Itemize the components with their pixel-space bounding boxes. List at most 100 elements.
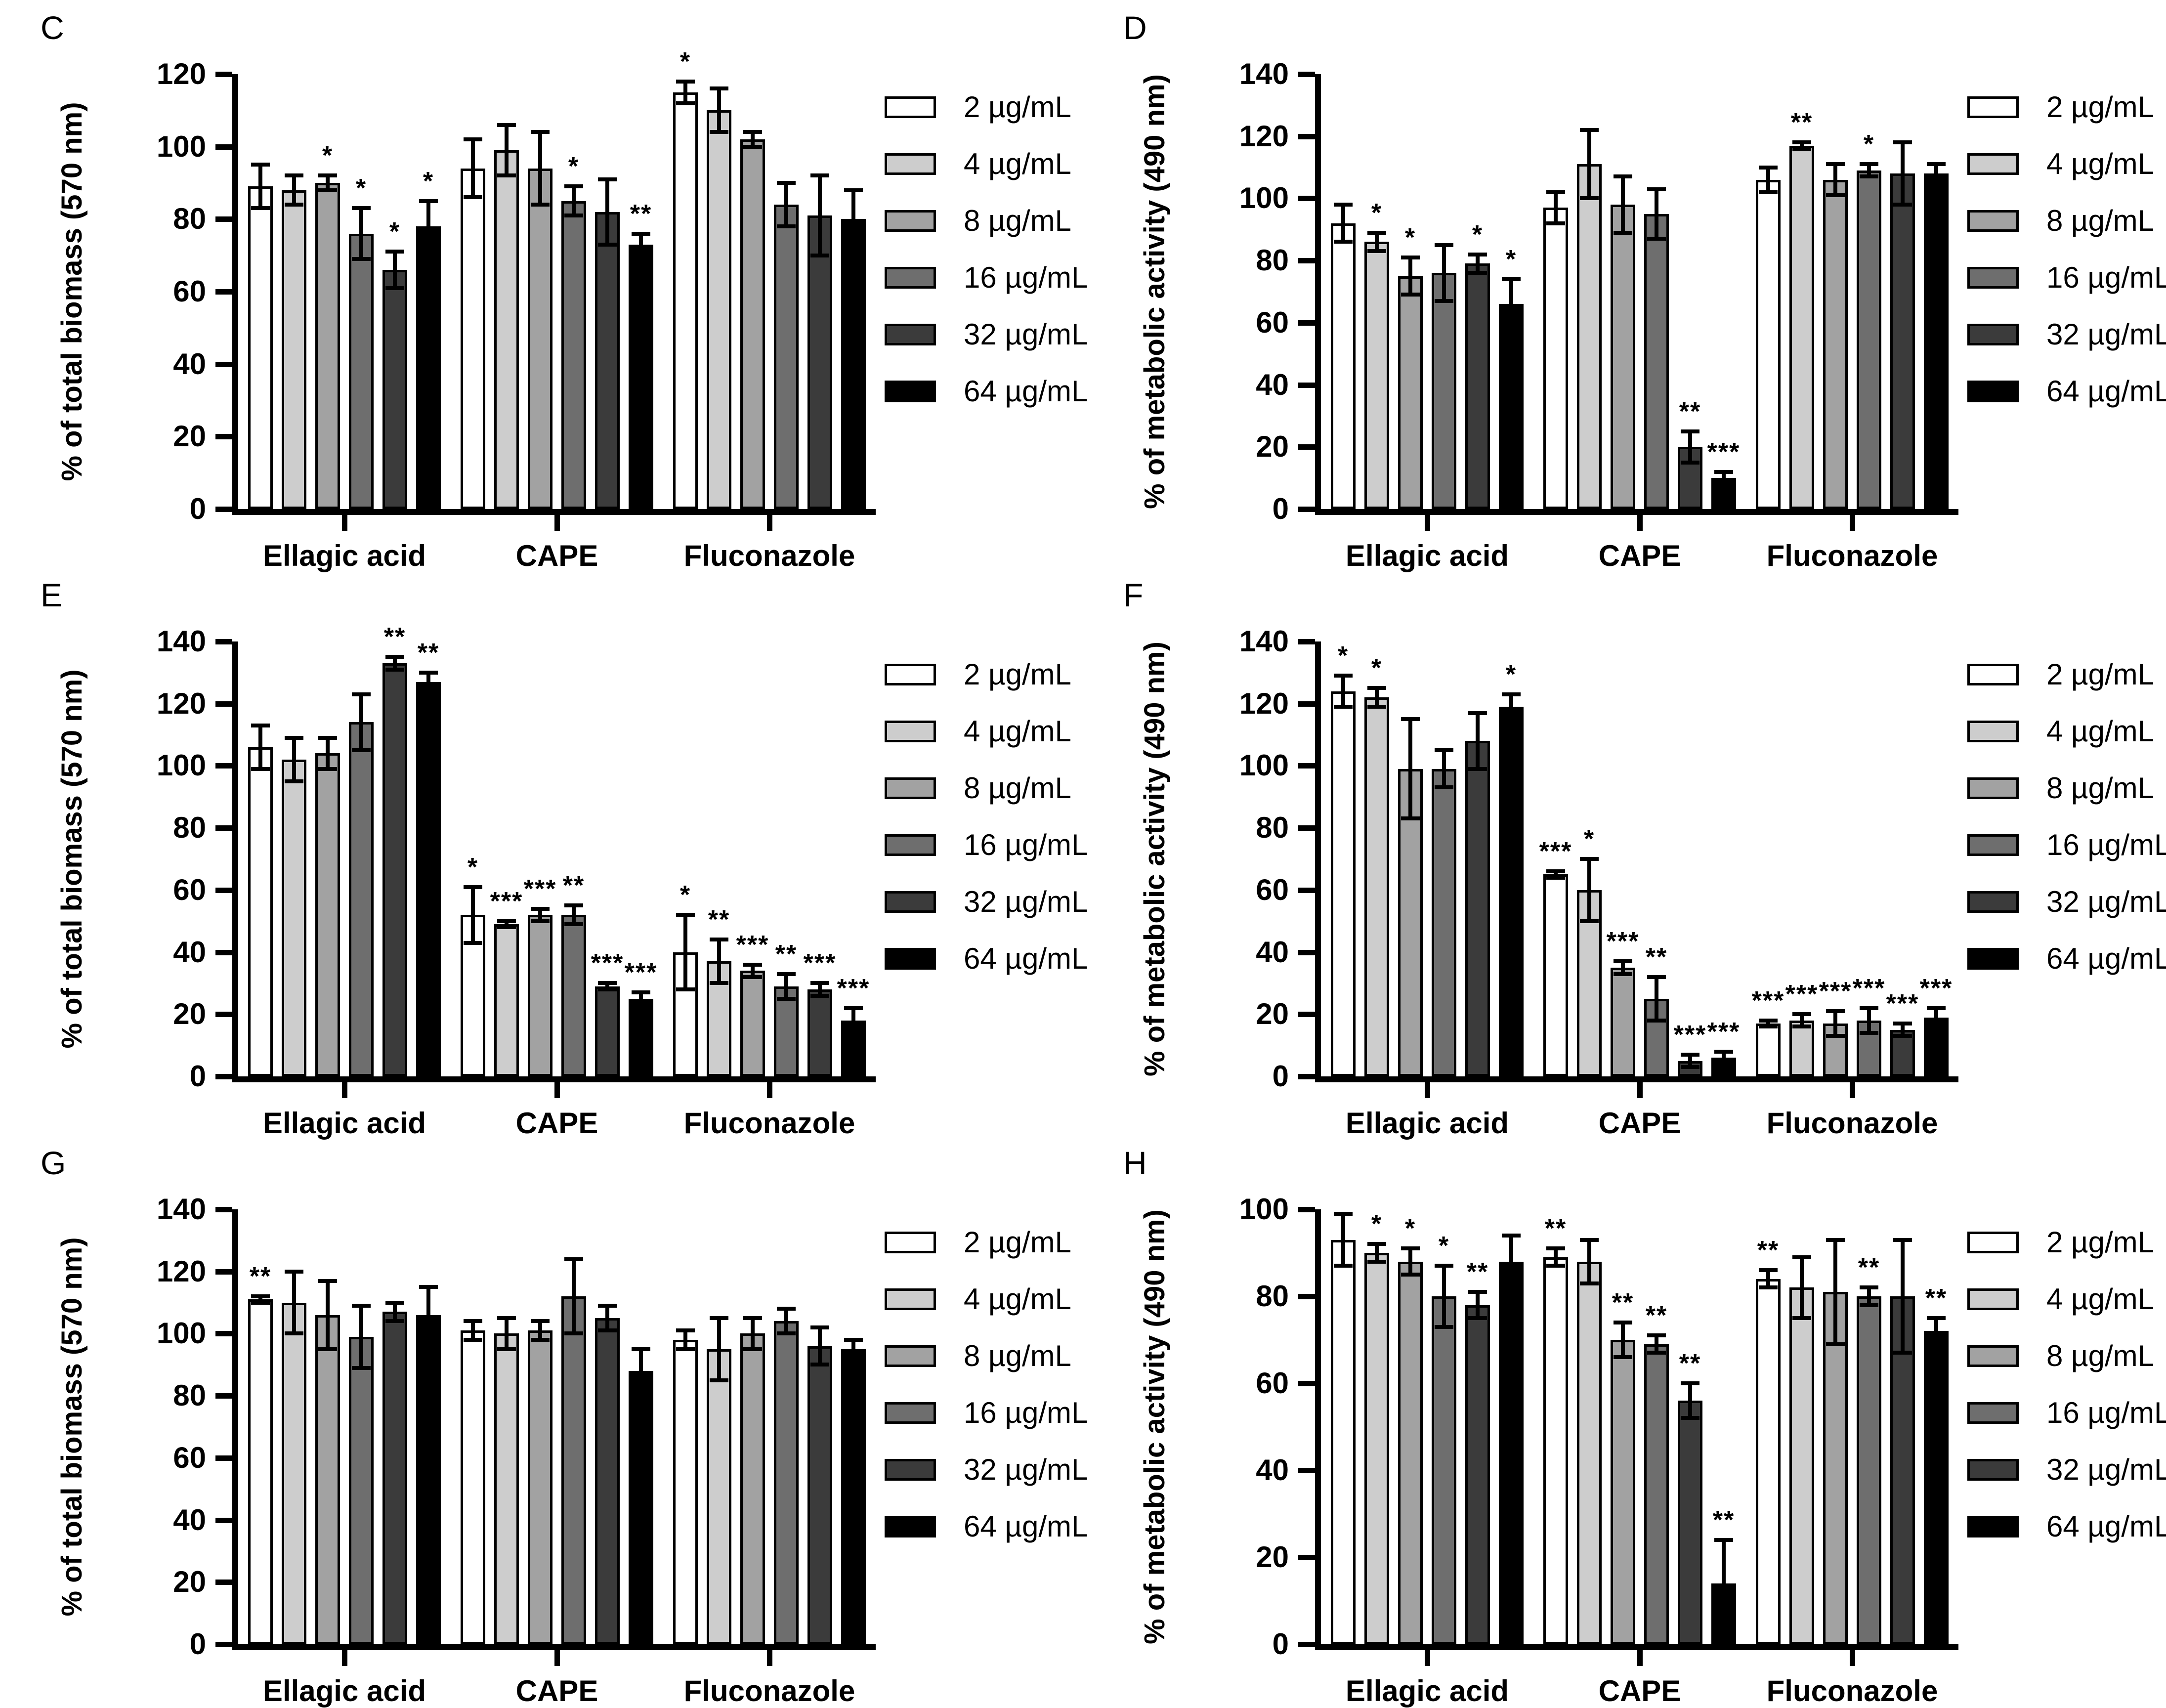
error-bar-cap-bottom: [419, 1341, 438, 1345]
bar: [1331, 691, 1356, 1076]
error-bar-line: [1476, 713, 1480, 769]
error-bar-cap-bottom: [464, 940, 482, 945]
error-bar-cap-top: [777, 181, 796, 185]
legend-item: 64 µg/mL: [885, 374, 1088, 408]
bar: [416, 226, 441, 509]
error-bar-line: [1509, 279, 1513, 329]
y-tick-label: 40: [173, 347, 206, 381]
error-bar-cap-top: [810, 173, 829, 178]
error-bar-cap-top: [598, 981, 617, 985]
error-bar-cap-top: [564, 1257, 583, 1261]
significance-label: **: [1466, 1258, 1489, 1287]
y-axis-tick: [1298, 825, 1315, 831]
error-bar-cap-bottom: [1860, 1303, 1878, 1307]
panel-letter-C: C: [41, 9, 64, 46]
legend-item: 64 µg/mL: [1967, 374, 2166, 408]
bar: [1364, 242, 1389, 509]
category-label: Fluconazole: [1766, 539, 1938, 572]
error-bar-cap-bottom: [598, 242, 617, 247]
error-bar-line: [639, 992, 643, 1005]
y-tick-label: 0: [189, 1627, 206, 1661]
legend-label: 8 µg/mL: [964, 1339, 1071, 1372]
bar: [382, 663, 407, 1076]
legend-item: 4 µg/mL: [1967, 147, 2166, 181]
legend-swatch: [885, 891, 936, 913]
significance-label: **: [630, 199, 652, 228]
significance-label: **: [249, 1262, 272, 1291]
legend-label: 8 µg/mL: [2046, 204, 2154, 237]
error-bar-cap-bottom: [318, 767, 337, 771]
error-bar-cap-top: [743, 962, 762, 967]
error-bar-line: [1688, 1383, 1692, 1418]
bar: [1465, 263, 1490, 509]
legend-item: 2 µg/mL: [885, 657, 1088, 691]
error-bar-line: [818, 983, 822, 996]
error-bar-cap-bottom: [777, 996, 796, 1001]
legend-swatch: [885, 153, 936, 175]
y-tick-label: 40: [1256, 935, 1289, 969]
bar: [807, 989, 832, 1076]
y-tick-label: 40: [1256, 368, 1289, 401]
panel-E: E % of total biomass (570 nm) 0 20 40 60 80 1…: [0, 567, 1088, 1140]
bar: [416, 682, 441, 1076]
legend-swatch: [885, 1345, 936, 1367]
y-axis-tick: [215, 1269, 232, 1275]
error-bar-cap-bottom: [1792, 1025, 1811, 1029]
error-bar-line: [258, 1296, 262, 1303]
legend-item: 64 µg/mL: [885, 1509, 1088, 1543]
error-bar-line: [1901, 1024, 1905, 1036]
error-bar-line: [1655, 189, 1658, 239]
error-bar-cap-top: [1681, 1053, 1699, 1057]
y-axis-tick: [1298, 1468, 1315, 1473]
bar: [629, 244, 653, 509]
error-bar-line: [1833, 1011, 1837, 1036]
error-bar-cap-bottom: [1681, 1065, 1699, 1069]
error-bar-cap-bottom: [285, 1331, 303, 1336]
error-bar-cap-top: [1580, 1238, 1599, 1242]
error-bar-cap-top: [632, 990, 650, 995]
y-axis-tick: [215, 825, 232, 831]
error-bar-line: [1800, 142, 1804, 149]
legend-swatch: [1967, 663, 2019, 685]
category-label: Ellagic acid: [1345, 1107, 1509, 1140]
error-bar-cap-bottom: [1714, 482, 1733, 486]
error-bar-line: [292, 737, 296, 781]
panel-D: D % of metabolic activity (490 nm) 0 20 40…: [1083, 0, 2166, 572]
y-tick-label: 100: [1239, 749, 1289, 782]
legend-label: 4 µg/mL: [964, 715, 1071, 748]
error-bar-cap-top: [318, 1279, 337, 1283]
error-bar-line: [818, 1327, 822, 1365]
y-tick-label: 60: [173, 873, 206, 906]
significance-label: ***: [736, 930, 769, 959]
y-tick-label: 0: [1272, 492, 1289, 525]
error-bar-cap-bottom: [1614, 972, 1632, 976]
error-bar-cap-bottom: [844, 246, 863, 250]
y-tick-label: 140: [156, 1193, 206, 1226]
error-bar-cap-bottom: [676, 101, 695, 105]
error-bar-cap-top: [352, 692, 371, 696]
significance-label: **: [1612, 1288, 1634, 1317]
x-axis-tick: [1425, 515, 1430, 531]
significance-label: **: [1925, 1284, 1948, 1313]
plot-area: 0 20 40 60 80 100 * * * ** Ellagic acid ** ** ** ** ** C…: [1239, 1195, 1958, 1708]
error-bar-cap-bottom: [1614, 1355, 1632, 1360]
legend-item: 16 µg/mL: [885, 828, 1088, 862]
legend-swatch: [885, 266, 936, 289]
y-tick-label: 60: [1256, 305, 1289, 339]
error-bar-line: [326, 1281, 330, 1349]
x-axis-tick: [342, 1650, 347, 1666]
legend-item: 16 µg/mL: [885, 1396, 1088, 1430]
error-bar-cap-top: [1367, 1242, 1386, 1246]
error-bar-line: [1341, 676, 1345, 707]
legend-label: 2 µg/mL: [2046, 658, 2154, 691]
legend-item: 64 µg/mL: [1967, 1509, 2166, 1543]
error-bar-cap-top: [1860, 162, 1878, 167]
error-bar-cap-top: [497, 1316, 516, 1320]
x-axis-tick: [1637, 1082, 1643, 1098]
y-tick-label: 20: [1256, 1540, 1289, 1574]
error-bar-cap-top: [1580, 857, 1599, 861]
error-bar-line: [258, 725, 262, 769]
error-bar-cap-bottom: [1927, 181, 1946, 185]
y-axis-tick: [1298, 1642, 1315, 1647]
legend-label: 64 µg/mL: [2046, 1510, 2166, 1543]
